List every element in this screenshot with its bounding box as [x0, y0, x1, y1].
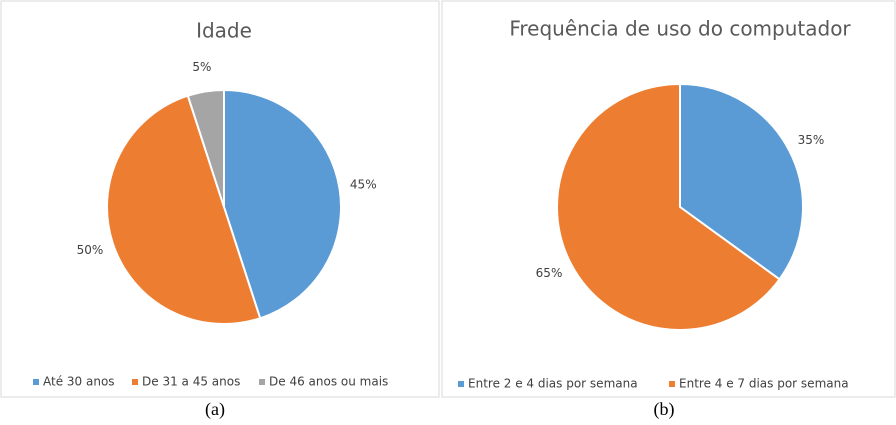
pie-slice: [556, 82, 781, 331]
legend-label: Entre 2 e 4 dias por semana: [468, 377, 638, 391]
data-label: 65%: [536, 266, 563, 280]
chart-title: Idade: [196, 19, 252, 43]
data-label: 35%: [798, 133, 825, 147]
legend-swatch: [259, 379, 265, 385]
legend-swatch: [132, 379, 138, 385]
legend-swatch: [458, 381, 464, 387]
legend-label: De 31 a 45 anos: [142, 375, 240, 389]
legend-label: Até 30 anos: [43, 375, 115, 389]
caption: (a): [205, 399, 225, 420]
legend-label: Entre 4 e 7 dias por semana: [679, 377, 849, 391]
caption: (b): [654, 399, 675, 420]
data-label: 50%: [77, 243, 104, 257]
chart-title: Frequência de uso do computador: [509, 17, 851, 41]
pie-slice: [106, 94, 262, 325]
legend-swatch: [669, 381, 675, 387]
data-label: 45%: [350, 177, 377, 191]
legend-swatch: [33, 379, 39, 385]
legend-label: De 46 anos ou mais: [269, 375, 388, 389]
pie-slice: [679, 82, 804, 281]
pie-slice: [223, 88, 342, 320]
pie-slice: [186, 88, 225, 208]
data-label: 5%: [192, 60, 211, 74]
